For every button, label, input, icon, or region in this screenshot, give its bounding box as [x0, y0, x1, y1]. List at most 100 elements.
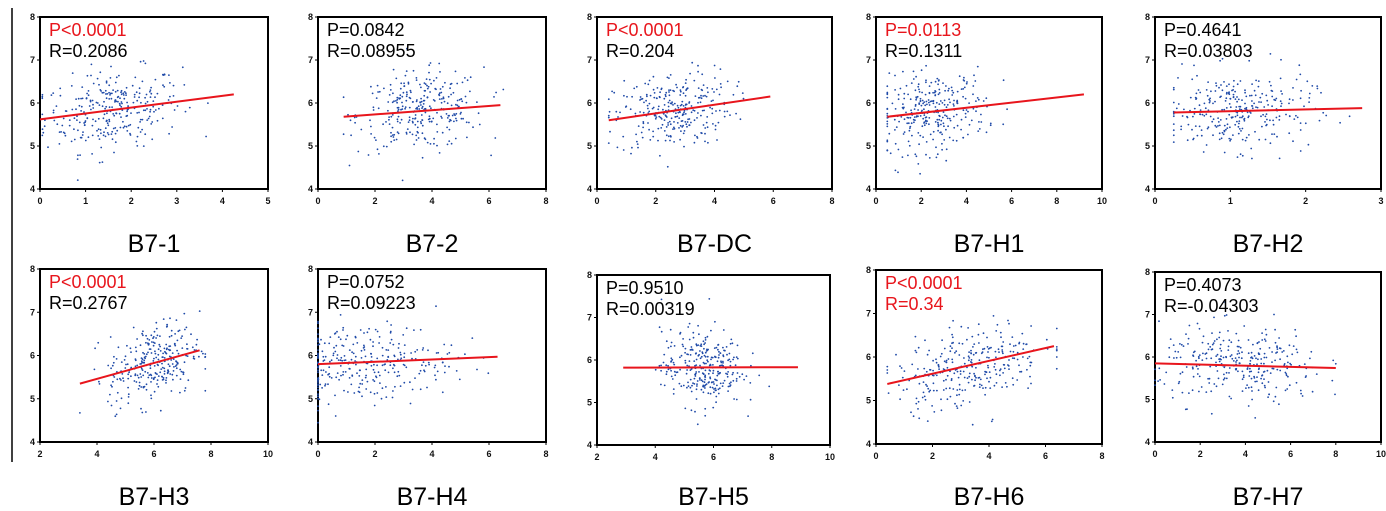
data-point: [363, 349, 366, 351]
data-point: [977, 98, 980, 101]
data-point: [411, 388, 414, 391]
data-point: [1264, 138, 1267, 141]
data-point: [631, 95, 633, 98]
data-point: [399, 353, 402, 356]
data-point: [127, 124, 130, 127]
data-point: [1225, 85, 1228, 87]
data-point: [387, 356, 390, 358]
data-point: [932, 130, 935, 133]
data-point: [965, 109, 968, 111]
data-point: [419, 83, 421, 86]
data-point: [682, 384, 685, 387]
data-point: [407, 82, 410, 85]
data-point: [156, 119, 159, 122]
data-point: [680, 120, 683, 122]
data-point: [382, 145, 385, 148]
data-point: [112, 113, 115, 115]
data-point: [428, 71, 430, 74]
data-point: [987, 366, 990, 369]
data-point: [912, 415, 915, 418]
data-point: [712, 369, 715, 372]
data-point: [946, 104, 949, 106]
data-point: [342, 373, 344, 376]
data-point: [65, 110, 68, 112]
data-point: [120, 116, 122, 118]
data-point: [1236, 111, 1239, 114]
data-point: [407, 81, 410, 84]
data-point: [120, 379, 122, 381]
data-point: [964, 97, 967, 100]
data-point: [943, 103, 946, 106]
panel-title: B7-H4: [397, 483, 468, 511]
data-point: [713, 347, 716, 349]
x-tick-label: 4: [653, 452, 658, 462]
data-point: [1240, 130, 1242, 132]
data-point: [886, 85, 889, 88]
data-point: [654, 114, 657, 117]
data-point: [317, 349, 319, 351]
data-point: [107, 400, 109, 403]
data-point: [700, 132, 703, 135]
data-point: [152, 344, 155, 347]
data-point: [683, 111, 685, 114]
data-point: [337, 336, 340, 338]
data-point: [50, 94, 53, 96]
data-point: [670, 361, 672, 363]
data-point: [202, 352, 204, 355]
data-point: [925, 64, 927, 67]
data-point: [704, 336, 707, 339]
data-point: [52, 92, 55, 94]
data-point: [640, 131, 643, 134]
data-point: [1235, 361, 1237, 363]
data-point: [664, 93, 667, 96]
data-point: [126, 344, 128, 347]
data-point: [145, 341, 147, 344]
data-point: [126, 110, 128, 113]
data-point: [980, 121, 983, 123]
data-point: [1018, 364, 1020, 367]
data-point: [411, 357, 413, 360]
data-point: [662, 113, 665, 115]
data-point: [1200, 134, 1203, 137]
data-point: [119, 377, 121, 380]
data-point: [113, 376, 116, 378]
data-point: [956, 102, 959, 105]
data-point: [693, 360, 696, 362]
data-point: [679, 89, 682, 91]
data-point: [80, 105, 83, 108]
data-point: [1205, 357, 1208, 360]
data-point: [723, 379, 726, 382]
p-value-label: P<0.0001: [606, 20, 684, 40]
data-point: [667, 368, 670, 371]
data-point: [693, 383, 696, 385]
data-point: [1261, 339, 1264, 341]
data-point: [919, 115, 922, 117]
data-point: [317, 395, 319, 397]
data-point: [86, 117, 89, 119]
data-point: [472, 126, 474, 129]
data-point: [607, 116, 610, 119]
data-point: [354, 360, 356, 362]
x-tick-label: 8: [543, 196, 548, 206]
data-point: [427, 85, 430, 88]
data-point: [1223, 314, 1226, 317]
data-point: [698, 377, 701, 380]
data-point: [903, 370, 906, 372]
data-point: [94, 120, 97, 123]
data-point: [152, 360, 155, 362]
data-point: [973, 74, 975, 77]
data-point: [1263, 352, 1266, 355]
data-point: [917, 408, 919, 410]
data-point: [717, 370, 719, 373]
data-point: [142, 351, 144, 354]
data-point: [408, 116, 411, 119]
data-point: [667, 124, 669, 126]
data-point: [706, 355, 709, 358]
data-point: [144, 370, 147, 373]
data-point: [739, 118, 742, 121]
data-point: [153, 365, 156, 367]
regression-line: [887, 93, 1085, 118]
y-tick-label: 5: [866, 141, 871, 151]
data-point: [168, 355, 171, 358]
